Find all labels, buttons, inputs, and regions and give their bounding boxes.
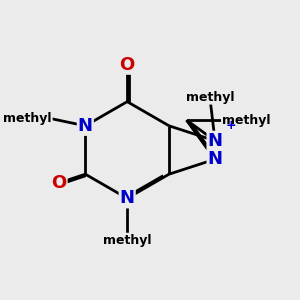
Text: methyl: methyl (186, 91, 235, 104)
Text: methyl: methyl (103, 233, 152, 247)
Text: N: N (120, 189, 135, 207)
Text: N: N (78, 117, 93, 135)
Text: +: + (226, 119, 236, 132)
Text: O: O (51, 174, 67, 192)
Text: methyl: methyl (3, 112, 52, 125)
Text: N: N (208, 150, 223, 168)
Text: N: N (208, 132, 223, 150)
Text: methyl: methyl (222, 114, 270, 127)
Text: O: O (120, 56, 135, 74)
